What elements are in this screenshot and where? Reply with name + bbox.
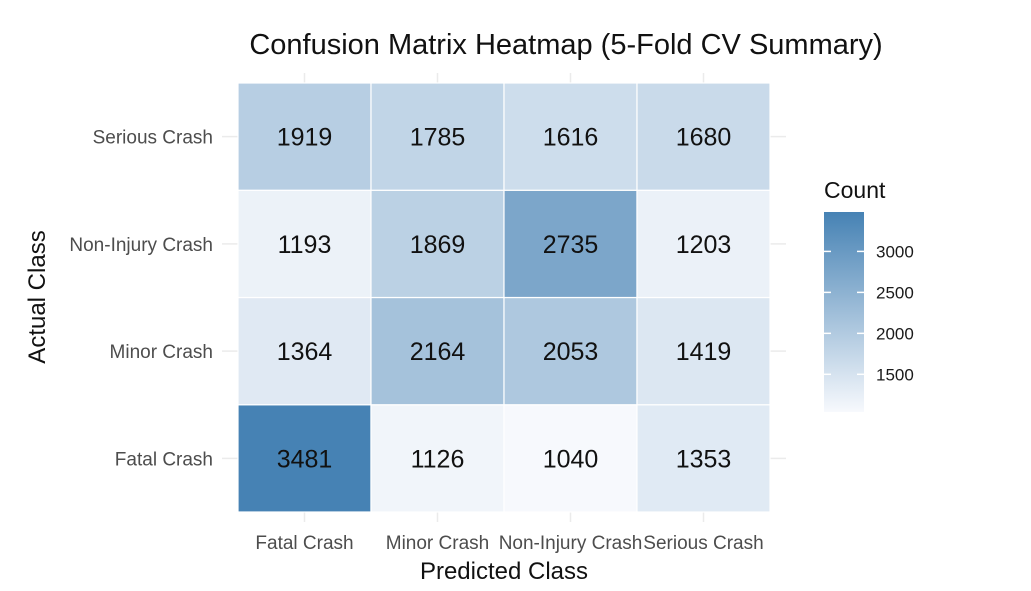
y-tick-label: Fatal Crash — [115, 449, 213, 470]
cell-value-label: 1785 — [410, 124, 466, 152]
heatmap-cell — [503, 82, 638, 191]
color-legend: Count 1500 2000 2500 3000 — [824, 177, 914, 412]
cell-value-label: 1869 — [410, 231, 466, 259]
legend-ticks: 1500 2000 2500 3000 — [824, 242, 914, 384]
heatmap-cell — [370, 404, 505, 513]
cell-value-label: 2053 — [543, 338, 599, 366]
cell-value-label: 1126 — [411, 445, 465, 473]
heatmap-cell — [237, 404, 372, 513]
heatmap-cell — [636, 82, 771, 191]
cell-value-label: 2735 — [543, 231, 599, 259]
cell-value-label: 1680 — [676, 124, 732, 152]
heatmap-cell — [636, 189, 771, 299]
cell-value-label: 1919 — [277, 124, 333, 152]
cell-value-label: 1364 — [277, 338, 333, 366]
heatmap-cell — [503, 189, 638, 299]
cell-value-label: 2164 — [410, 338, 466, 366]
x-tick-label: Minor Crash — [386, 533, 489, 554]
legend-tick-label: 2000 — [876, 324, 914, 343]
x-tick-label: Serious Crash — [643, 533, 763, 554]
y-axis-ticks: Fatal Crash Minor Crash Non-Injury Crash Se… — [69, 128, 213, 471]
heatmap-cell — [503, 404, 638, 513]
legend-tick-label: 1500 — [876, 365, 914, 384]
x-tick-label: Fatal Crash — [255, 533, 353, 554]
heatmap-cells — [237, 82, 771, 513]
legend-colorbar — [824, 212, 864, 412]
heatmap-cell — [636, 296, 771, 406]
y-tick-label: Minor Crash — [110, 342, 213, 363]
x-axis-title: Predicted Class — [420, 558, 588, 585]
y-tick-label: Non-Injury Crash — [69, 235, 213, 256]
cell-value-label: 1193 — [278, 231, 332, 259]
heatmap-cell-labels: 3481 1126 1040 1353 1364 2164 2053 1419 1193 1869… — [277, 124, 732, 474]
heatmap-cell — [237, 189, 372, 299]
cell-value-label: 1616 — [543, 124, 599, 152]
cell-value-label: 3481 — [277, 445, 333, 473]
y-tick-label: Serious Crash — [93, 128, 213, 149]
cell-value-label: 1203 — [676, 231, 732, 259]
heatmap-cell — [237, 82, 372, 191]
heatmap-cell — [370, 82, 505, 191]
legend-tick-label: 2500 — [876, 283, 914, 302]
heatmap-cell — [636, 404, 771, 513]
chart-title: Confusion Matrix Heatmap (5-Fold CV Summ… — [249, 29, 882, 61]
x-axis-ticks: Fatal Crash Minor Crash Non-Injury Crash Se… — [255, 533, 763, 554]
legend-tick-label: 3000 — [876, 242, 914, 261]
cell-value-label: 1040 — [543, 445, 599, 473]
cell-value-label: 1353 — [676, 445, 732, 473]
y-axis-title: Actual Class — [24, 230, 51, 363]
cell-value-label: 1419 — [676, 338, 732, 366]
x-tick-label: Non-Injury Crash — [499, 533, 643, 554]
legend-title: Count — [824, 177, 886, 203]
